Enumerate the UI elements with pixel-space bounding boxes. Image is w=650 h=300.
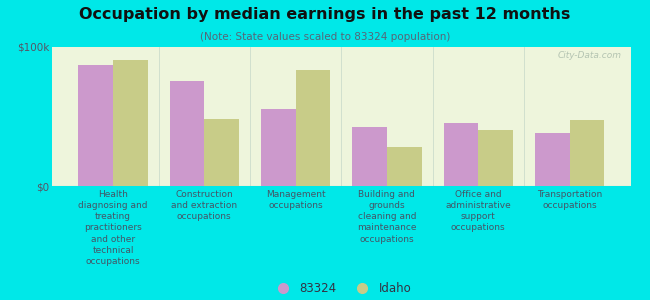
Bar bbox=[204, 119, 239, 186]
Bar bbox=[170, 81, 204, 186]
Bar bbox=[113, 60, 148, 186]
Bar bbox=[478, 130, 513, 186]
Text: (Note: State values scaled to 83324 population): (Note: State values scaled to 83324 popu… bbox=[200, 32, 450, 41]
Bar bbox=[443, 123, 478, 186]
Text: City-Data.com: City-Data.com bbox=[558, 51, 622, 60]
Text: Occupation by median earnings in the past 12 months: Occupation by median earnings in the pas… bbox=[79, 8, 571, 22]
Bar bbox=[261, 109, 296, 186]
Bar bbox=[78, 64, 113, 186]
Bar bbox=[387, 147, 422, 186]
Bar bbox=[352, 128, 387, 186]
Bar bbox=[535, 133, 569, 186]
Legend: 83324, Idaho: 83324, Idaho bbox=[267, 278, 415, 298]
Bar bbox=[296, 70, 330, 186]
Bar bbox=[569, 120, 604, 186]
